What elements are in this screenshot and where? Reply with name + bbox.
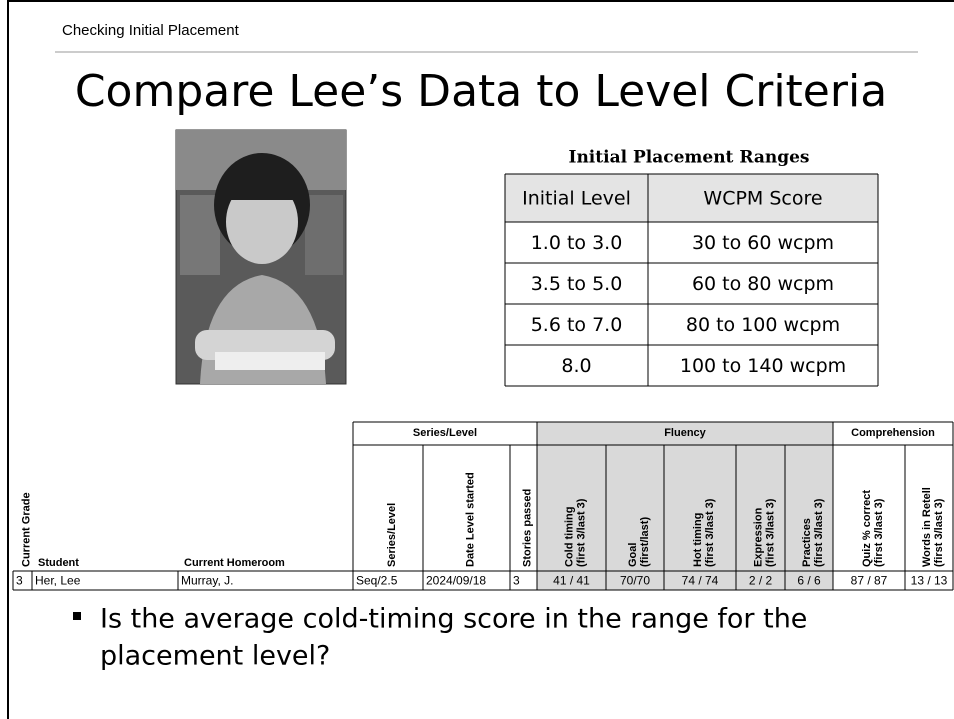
column-header: Goal	[627, 543, 639, 567]
column-header: Words in Retell	[921, 487, 933, 567]
group-header: Comprehension	[851, 427, 935, 439]
bullet-line: Is the average cold-timing score in the …	[100, 604, 807, 635]
row-cell: Seq/2.5	[356, 574, 398, 588]
column-header: Hot timing	[692, 513, 704, 567]
row-cell: 3	[513, 574, 520, 588]
row-cell: 2 / 2	[749, 574, 773, 588]
slide-title: Compare Lee’s Data to Level Criteria	[75, 66, 887, 117]
column-header: (first 3/last 3)	[813, 498, 825, 567]
column-header: (first 3/last 3)	[933, 498, 945, 567]
column-header: Date Level started	[464, 472, 476, 567]
student-photo	[176, 130, 346, 384]
bullet: Is the average cold-timing score in the …	[100, 604, 807, 672]
range-cell: 5.6 to 7.0	[531, 314, 623, 336]
row-cell: 6 / 6	[797, 574, 821, 588]
range-header: Initial Level	[522, 188, 631, 210]
column-header: Student	[38, 557, 79, 569]
column-header: Cold timing	[563, 507, 575, 568]
column-header: Current Homeroom	[184, 557, 285, 569]
column-header: Quiz % correct	[861, 490, 873, 567]
range-cell: 30 to 60 wcpm	[692, 232, 834, 254]
row-cell: 74 / 74	[682, 574, 719, 588]
range-header: WCPM Score	[703, 188, 822, 210]
column-header: Current Grade	[20, 492, 32, 567]
range-cell: 3.5 to 5.0	[531, 273, 623, 295]
column-header: (first 3/last 3)	[873, 498, 885, 567]
column-header: (first 3/last 3)	[575, 498, 587, 567]
slide: Checking Initial Placement Compare Lee’s…	[0, 0, 954, 719]
row-cell: Murray, J.	[181, 574, 233, 588]
row-cell: 41 / 41	[553, 574, 590, 588]
group-header: Fluency	[664, 427, 706, 439]
student-table: Series/Level Fluency Comprehension Current …	[13, 422, 953, 590]
bullet-marker	[73, 612, 81, 620]
bullet-line: placement level?	[100, 641, 330, 672]
row-cell: 70/70	[620, 574, 650, 588]
range-cell: 1.0 to 3.0	[531, 232, 623, 254]
column-header: Practices	[801, 518, 813, 567]
column-header: (first 3/last 3)	[704, 498, 716, 567]
ranges-title: Initial Placement Ranges	[569, 148, 810, 168]
ranges-table: Initial Level WCPM Score 1.0 to 3.0 30 to 6…	[505, 174, 878, 386]
range-cell: 100 to 140 wcpm	[680, 355, 846, 377]
range-cell: 80 to 100 wcpm	[686, 314, 840, 336]
range-cell: 8.0	[561, 355, 591, 377]
row-cell: 87 / 87	[851, 574, 888, 588]
range-cell: 60 to 80 wcpm	[692, 273, 834, 295]
row-cell: 13 / 13	[911, 574, 948, 588]
row-cell: 3	[16, 574, 23, 588]
row-cell: Her, Lee	[35, 574, 81, 588]
row-cell: 2024/09/18	[426, 574, 486, 588]
column-header: (first/last)	[639, 517, 651, 567]
column-header: Expression	[752, 507, 764, 567]
column-header: (first 3/last 3)	[764, 498, 776, 567]
header-subtitle: Checking Initial Placement	[62, 22, 240, 39]
column-header: Stories passed	[521, 489, 533, 567]
group-header: Series/Level	[413, 427, 477, 439]
column-header: Series/Level	[386, 503, 398, 567]
